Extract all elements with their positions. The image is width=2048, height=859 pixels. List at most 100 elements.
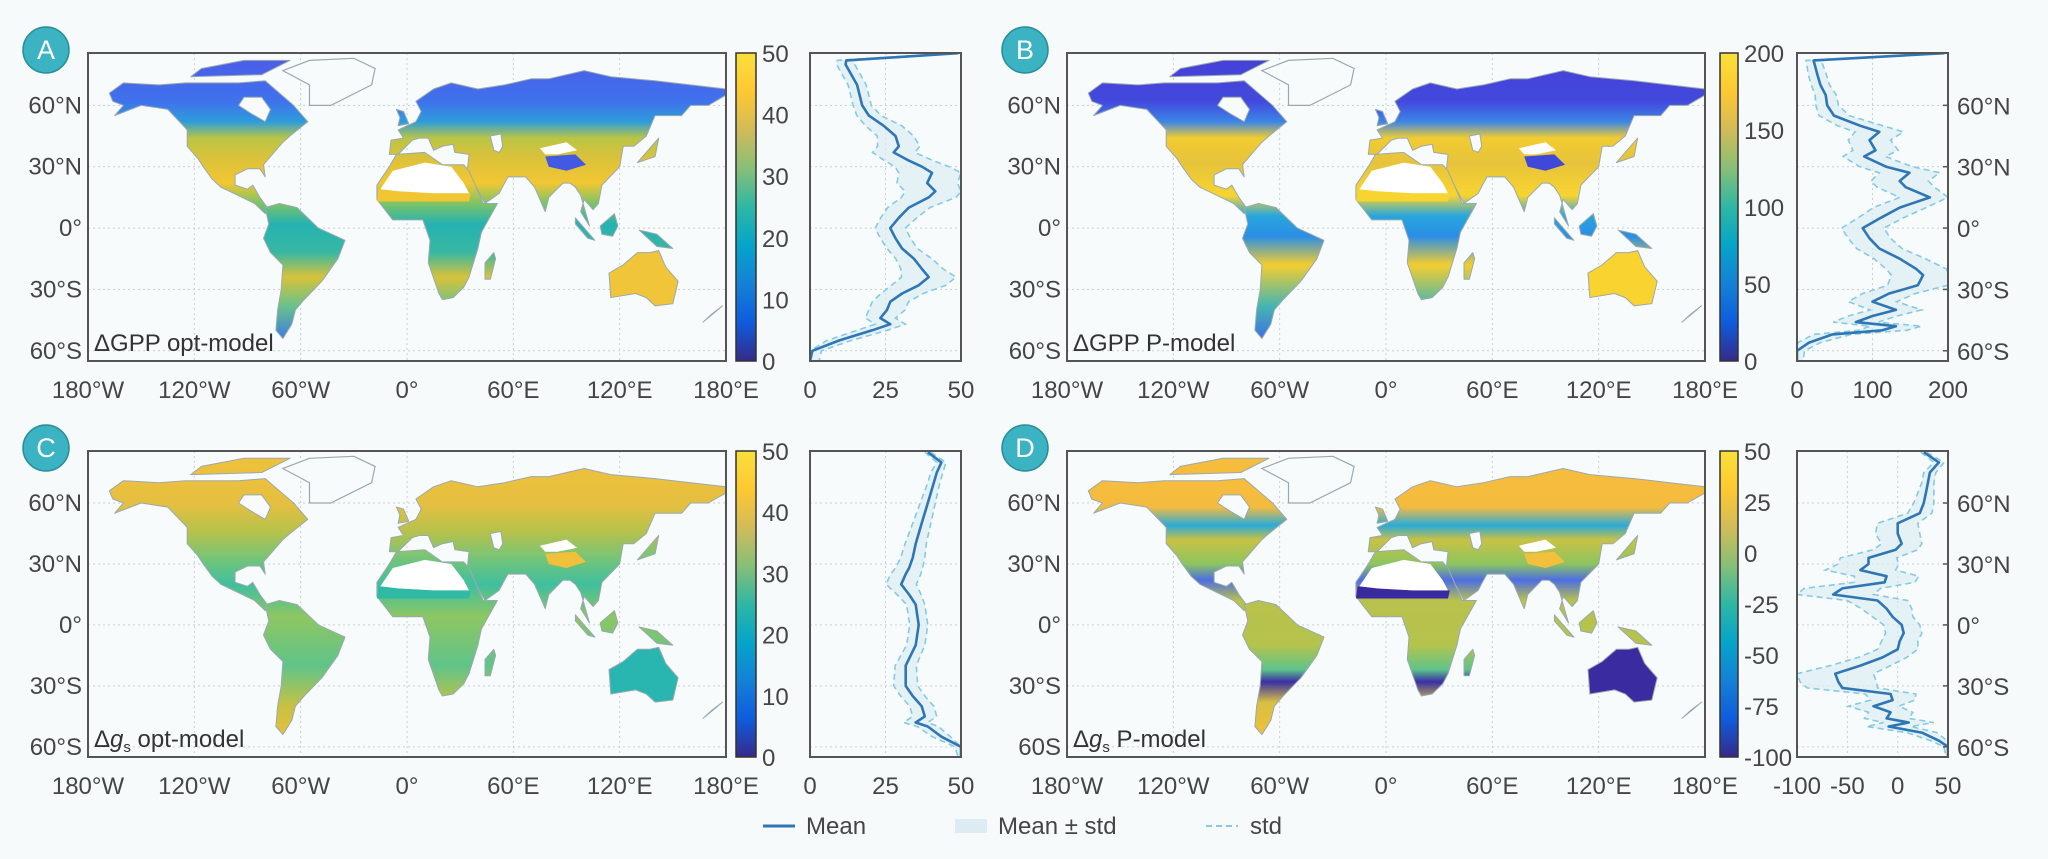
profile-frame <box>809 52 962 362</box>
land-borneo <box>1578 213 1598 237</box>
label-subscript: s <box>1102 739 1110 756</box>
colorbar-bar <box>1719 450 1739 758</box>
land-madagascar <box>1463 648 1476 677</box>
badge-letter: C <box>36 433 56 463</box>
land-greenland <box>281 57 376 107</box>
lat-tick-label: 0° <box>59 612 82 639</box>
label-delta: Δ <box>94 330 110 357</box>
lon-tick-label: 180°W <box>52 773 125 800</box>
colorbar-tick-label: 25 <box>1744 490 1771 517</box>
tibet-plateau <box>1524 551 1565 568</box>
profile-x-tick-label: 0 <box>1891 773 1904 800</box>
lon-tick-label: 180°W <box>1031 377 1104 404</box>
latitude-profile: 0 25 50 <box>803 450 975 800</box>
panel-label: Δgs P-model <box>1073 726 1206 756</box>
colorbar-tick-label: 20 <box>762 226 789 253</box>
lon-tick-label: 180°E <box>693 377 759 404</box>
land-uk <box>395 108 410 127</box>
land-sumatra <box>574 614 596 638</box>
std-band <box>810 53 961 361</box>
lat-tick-label: 0° <box>1038 612 1061 639</box>
colorbar-tick-label: -100 <box>1744 745 1792 772</box>
lat-tick-label: 60°S <box>1009 338 1061 365</box>
mean-line <box>1797 53 1945 361</box>
colorbar-tick-label: 40 <box>762 500 789 527</box>
lon-tick-label: 120°E <box>587 377 653 404</box>
mean-line <box>899 451 961 757</box>
map <box>87 450 727 758</box>
profile-x-tick-label: -100 <box>1773 773 1821 800</box>
land-borneo <box>1578 610 1598 634</box>
land-greenland <box>1260 455 1355 504</box>
profile-lat-label: 60°N <box>1957 491 2011 518</box>
std-upper-line <box>915 451 961 757</box>
profile-x-tick-label: 50 <box>1935 773 1962 800</box>
land-madagascar <box>484 252 497 280</box>
lon-tick-label: 60°W <box>1250 773 1309 800</box>
colorbar-tick-label: 200 <box>1744 41 1784 68</box>
panel-a: A 180°W 120°W 60°W 0° 60°E 120°E 180°E 60°N 30°N 0… <box>22 26 974 404</box>
map <box>87 52 727 362</box>
latitude-profile: 0 25 50 <box>803 52 974 404</box>
lon-tick-label: 180°E <box>693 773 759 800</box>
profile-x-tick-label: 100 <box>1852 377 1892 404</box>
legend-band-swatch <box>955 819 987 833</box>
profile-lat-label: 30°N <box>1957 155 2011 182</box>
land-sumatra <box>1553 217 1575 241</box>
panel-label: Δgs opt-model <box>94 726 244 756</box>
std-upper-line <box>818 53 961 361</box>
label-variable: g <box>110 726 124 753</box>
badge-circle <box>22 424 70 472</box>
caspian-sea <box>489 530 504 551</box>
profile-x-tick-label: 0 <box>803 773 816 800</box>
lon-tick-label: 180°W <box>1031 773 1104 800</box>
std-lower-line <box>1797 451 1947 757</box>
label-subscript: s <box>123 739 131 756</box>
land-australia <box>1587 250 1658 307</box>
colorbar-bar <box>1719 52 1739 362</box>
panel-badge: B <box>1001 26 1049 74</box>
lon-tick-label: 180°E <box>1672 773 1738 800</box>
profile-x-tick-label: -50 <box>1830 773 1865 800</box>
profile-x-tick-label: 50 <box>948 773 975 800</box>
lon-tick-label: 60°E <box>1466 773 1518 800</box>
lon-tick-label: 0° <box>1375 377 1398 404</box>
lat-tick-label: 0° <box>59 215 82 242</box>
badge-circle <box>1001 26 1049 74</box>
lon-tick-label: 120°W <box>158 773 231 800</box>
mean-line <box>810 53 959 361</box>
caspian-sea <box>1468 530 1483 551</box>
land-nz <box>1681 701 1702 719</box>
colorbar-tick-label: 0 <box>762 349 775 376</box>
sahara-desert <box>380 559 469 591</box>
panel-d: D 180°W 120°W 60°W 0° 60°E 120°E 180°E 60°N 30°N 0… <box>1001 424 2011 800</box>
colorbar-tick-label: -25 <box>1744 592 1779 619</box>
label-model: P-model <box>1139 330 1235 357</box>
lat-tick-label: 0° <box>1038 215 1061 242</box>
colorbar-tick-label: 150 <box>1744 118 1784 145</box>
badge-letter: D <box>1015 433 1035 463</box>
label-variable: GPP <box>110 330 160 357</box>
colorbar-bar <box>735 450 757 758</box>
land-arctic <box>1169 457 1270 476</box>
profile-frame <box>809 450 962 758</box>
land-arctic <box>1169 59 1270 78</box>
map <box>1066 52 1706 362</box>
land-borneo <box>599 610 619 634</box>
badge-letter: A <box>37 35 55 65</box>
lon-tick-label: 60°W <box>1250 377 1309 404</box>
panel-badge: D <box>1001 424 1049 472</box>
lat-tick-label: 30°S <box>30 673 82 700</box>
taklamakan-desert <box>1518 539 1557 552</box>
colorbar-tick-label: 30 <box>762 561 789 588</box>
colorbar-tick-label: 20 <box>762 623 789 650</box>
land-australia <box>1587 646 1658 703</box>
lon-tick-label: 120°W <box>1137 377 1210 404</box>
label-delta: Δ <box>1073 726 1089 753</box>
land-japan <box>636 535 660 561</box>
latitude-profile: -100 -50 0 50 60°N 30°N 0° 30°S 60°S <box>1773 450 2011 800</box>
land-uk <box>1374 108 1389 127</box>
profile-lat-label: 30°S <box>1957 674 2009 701</box>
profile-lat-label: 60°S <box>1957 735 2009 762</box>
land-sumatra <box>1553 614 1575 638</box>
